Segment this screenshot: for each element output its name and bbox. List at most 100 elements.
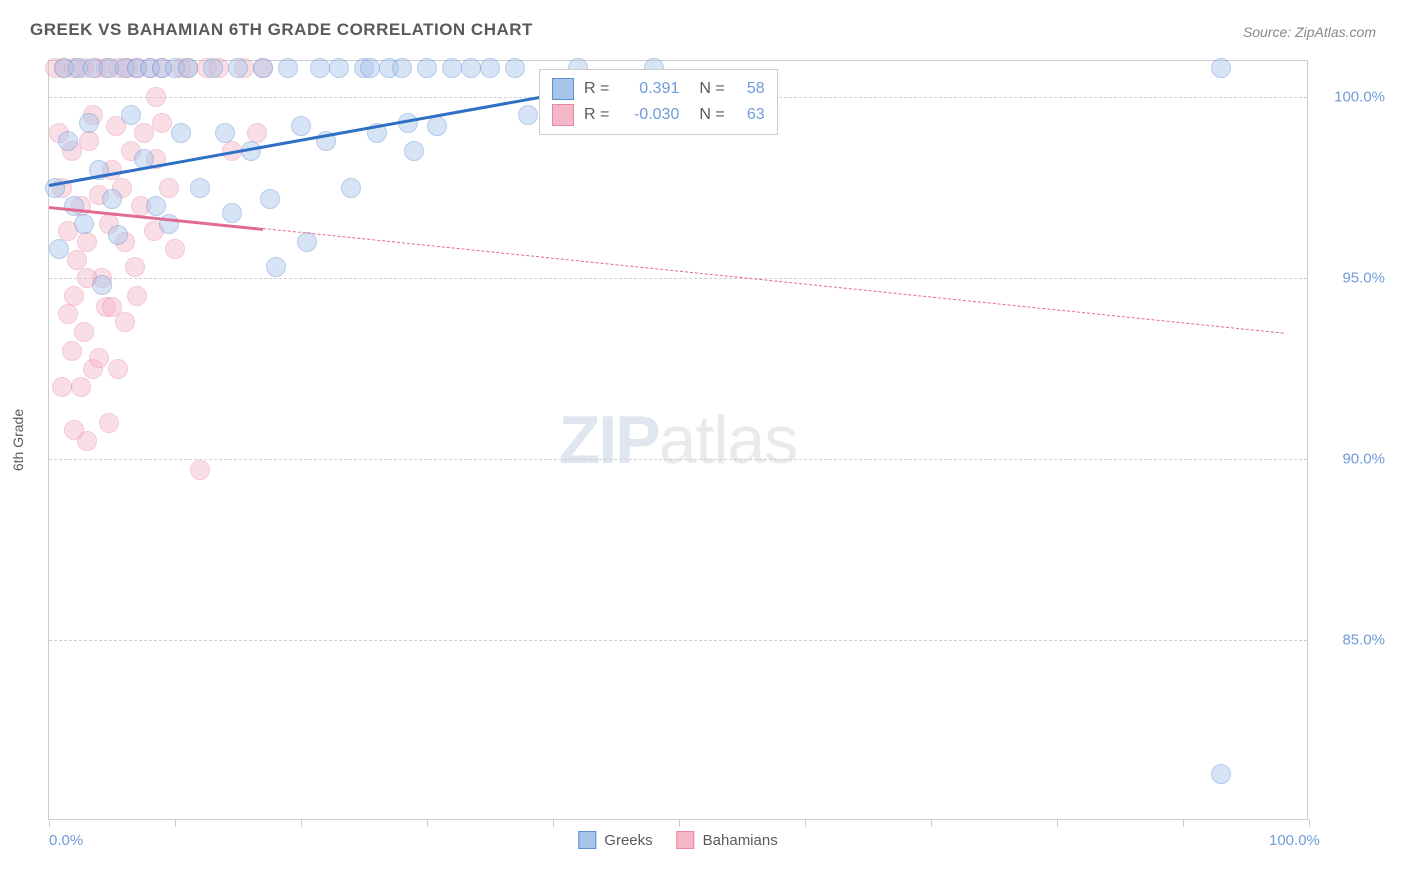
chart-area: 6th Grade ZIPatlas 85.0%90.0%95.0%100.0%… <box>48 60 1348 820</box>
scatter-point <box>108 225 128 245</box>
r-value: 0.391 <box>619 80 679 98</box>
x-tick <box>679 819 680 827</box>
x-tick <box>49 819 50 827</box>
scatter-point <box>79 131 99 151</box>
x-tick <box>931 819 932 827</box>
y-tick-label: 95.0% <box>1315 270 1385 287</box>
legend-row: R = 0.391 N = 58 <box>552 76 765 102</box>
legend-label: Greeks <box>604 832 652 849</box>
plot-area: ZIPatlas 85.0%90.0%95.0%100.0%0.0%100.0%… <box>48 60 1308 820</box>
scatter-point <box>146 87 166 107</box>
scatter-point <box>159 178 179 198</box>
scatter-point <box>171 123 191 143</box>
x-tick <box>1309 819 1310 827</box>
scatter-point <box>260 189 280 209</box>
scatter-point <box>297 232 317 252</box>
scatter-point <box>89 348 109 368</box>
scatter-point <box>92 275 112 295</box>
legend-item: Greeks <box>578 831 652 849</box>
y-tick-label: 100.0% <box>1315 89 1385 106</box>
legend-swatch <box>552 104 574 126</box>
chart-header: GREEK VS BAHAMIAN 6TH GRADE CORRELATION … <box>0 0 1406 48</box>
scatter-point <box>52 377 72 397</box>
scatter-point <box>190 460 210 480</box>
legend-row: R =-0.030N =63 <box>552 102 765 128</box>
x-tick <box>553 819 554 827</box>
x-tick <box>805 819 806 827</box>
scatter-point <box>310 58 330 78</box>
r-label: R = <box>584 80 609 98</box>
scatter-point <box>178 58 198 78</box>
scatter-point <box>505 58 525 78</box>
scatter-point <box>442 58 462 78</box>
scatter-point <box>58 131 78 151</box>
chart-source: Source: ZipAtlas.com <box>1243 24 1376 40</box>
scatter-point <box>291 116 311 136</box>
scatter-point <box>461 58 481 78</box>
scatter-point <box>134 123 154 143</box>
watermark-bold: ZIP <box>559 402 659 478</box>
scatter-point <box>77 232 97 252</box>
x-tick-label: 0.0% <box>49 832 83 849</box>
scatter-point <box>427 116 447 136</box>
scatter-point <box>480 58 500 78</box>
scatter-point <box>1211 58 1231 78</box>
legend-item: Bahamians <box>677 831 778 849</box>
scatter-point <box>62 341 82 361</box>
y-axis-label: 6th Grade <box>10 409 26 471</box>
x-tick <box>175 819 176 827</box>
n-value: 63 <box>735 106 765 124</box>
scatter-point <box>392 58 412 78</box>
watermark: ZIPatlas <box>559 401 797 479</box>
scatter-point <box>266 257 286 277</box>
scatter-point <box>108 359 128 379</box>
scatter-point <box>1211 764 1231 784</box>
y-tick-label: 90.0% <box>1315 451 1385 468</box>
legend-swatch <box>552 78 574 100</box>
series-legend: Greeks Bahamians <box>578 831 777 849</box>
gridline <box>49 640 1307 641</box>
x-tick <box>427 819 428 827</box>
scatter-point <box>278 58 298 78</box>
scatter-point <box>215 123 235 143</box>
gridline <box>49 459 1307 460</box>
scatter-point <box>341 178 361 198</box>
legend-swatch <box>578 831 596 849</box>
scatter-point <box>99 413 119 433</box>
scatter-point <box>121 105 141 125</box>
scatter-point <box>404 141 424 161</box>
scatter-point <box>102 189 122 209</box>
x-tick <box>1183 819 1184 827</box>
scatter-point <box>247 123 267 143</box>
scatter-point <box>64 196 84 216</box>
scatter-point <box>58 304 78 324</box>
scatter-point <box>74 322 94 342</box>
x-tick <box>301 819 302 827</box>
scatter-point <box>228 58 248 78</box>
n-value: 58 <box>735 80 765 98</box>
scatter-point <box>518 105 538 125</box>
x-tick <box>1057 819 1058 827</box>
chart-title: GREEK VS BAHAMIAN 6TH GRADE CORRELATION … <box>30 20 533 40</box>
legend-swatch <box>677 831 695 849</box>
x-tick-label: 100.0% <box>1269 832 1320 849</box>
scatter-point <box>329 58 349 78</box>
scatter-point <box>165 239 185 259</box>
watermark-light: atlas <box>659 402 798 478</box>
scatter-point <box>125 257 145 277</box>
scatter-point <box>79 113 99 133</box>
scatter-point <box>222 203 242 223</box>
scatter-point <box>146 196 166 216</box>
n-label: N = <box>699 80 724 98</box>
n-label: N = <box>699 106 724 124</box>
r-value: -0.030 <box>619 106 679 124</box>
legend-label: Bahamians <box>703 832 778 849</box>
scatter-point <box>127 286 147 306</box>
scatter-point <box>253 58 273 78</box>
gridline <box>49 278 1307 279</box>
trend-line <box>263 228 1284 334</box>
scatter-point <box>67 250 87 270</box>
scatter-point <box>360 58 380 78</box>
scatter-point <box>203 58 223 78</box>
scatter-point <box>49 239 69 259</box>
